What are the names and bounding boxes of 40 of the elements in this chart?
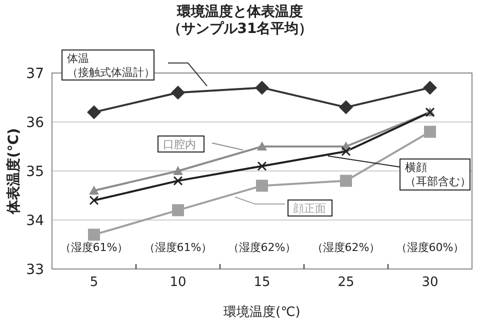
- x-tick-label: 15: [254, 275, 270, 290]
- point: [173, 166, 183, 175]
- point: [89, 186, 99, 195]
- annotation: （湿度61%）: [60, 241, 128, 254]
- point: [87, 105, 101, 120]
- x-tick-label: 10: [170, 275, 186, 290]
- annotation: （湿度62%）: [228, 241, 296, 254]
- point: [172, 204, 184, 216]
- point: [423, 80, 437, 95]
- point: [171, 86, 185, 100]
- legend-label: 口腔内: [163, 138, 196, 151]
- series-label: 体温（接触式体温計）: [67, 52, 155, 79]
- point: [88, 228, 100, 241]
- chart-title: 環境温度と体表温度: [176, 4, 304, 21]
- point: [256, 180, 268, 192]
- y-tick-label: 34: [26, 212, 44, 229]
- y-tick-label: 35: [26, 164, 44, 180]
- point: [424, 126, 436, 138]
- text: 横顔（耳部含む）: [405, 161, 471, 188]
- point: [89, 196, 99, 206]
- annotation: （湿度62%）: [312, 241, 380, 254]
- point: [341, 146, 351, 156]
- y-tick-label: 37: [26, 66, 44, 82]
- x-tick-label: 30: [422, 275, 438, 290]
- x-tick-label: 5: [90, 275, 98, 290]
- annotation: （湿度60%）: [396, 241, 464, 254]
- x-tick-label: 25: [338, 275, 354, 290]
- y-axis-title: 体表温度(℃): [4, 128, 22, 215]
- point: [257, 161, 267, 171]
- annotation: （湿度61%）: [144, 241, 212, 254]
- series-label: 顔正面: [293, 202, 326, 215]
- point: [255, 80, 269, 95]
- point: [173, 176, 183, 186]
- y-tick-label: 33: [26, 262, 44, 278]
- point: [340, 174, 352, 187]
- x-axis-title: 環境温度(℃): [224, 304, 300, 320]
- chart-subtitle: （サンプル31名平均）: [166, 21, 314, 38]
- point: [339, 100, 353, 114]
- point: [257, 142, 267, 150]
- y-tick-label: 36: [26, 114, 44, 131]
